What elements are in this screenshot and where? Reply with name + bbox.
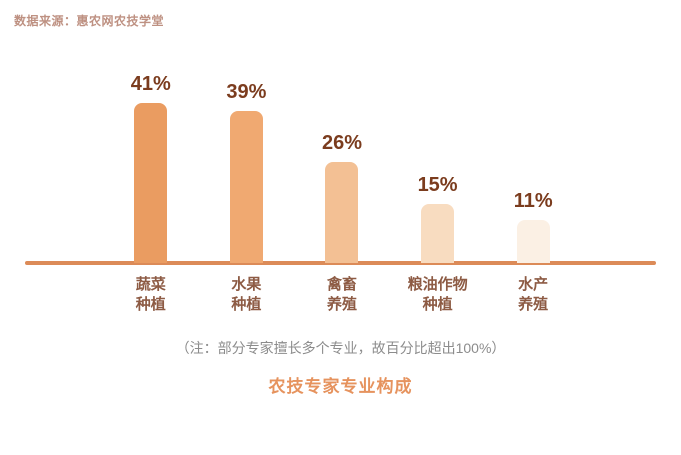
bar-chart: 41% 蔬菜种植 39% 水果种植 26% 禽畜养殖 15% 粮油作物种植 11% 水产养殖 [25, 0, 656, 325]
bar [516, 220, 550, 263]
category-label: 粮油作物 种植 [408, 263, 468, 325]
data-source-label: 数据来源：惠农网农技学堂 [14, 14, 165, 28]
bar [134, 103, 168, 263]
bar-column: 39% 水果种植 [199, 0, 295, 325]
category-label-line: 蔬菜 [135, 276, 166, 293]
category-label-line: 水果 [231, 276, 262, 293]
bar-value-label: 41% [130, 73, 171, 95]
category-label-line: 禽畜 [326, 276, 357, 293]
bar-value-label: 26% [321, 132, 362, 154]
bar-value-label: 11% [513, 190, 553, 212]
bar [325, 162, 359, 263]
bar [229, 111, 263, 263]
category-label-line: 种植 [231, 296, 262, 314]
category-label-line: 粮油作物 [407, 276, 468, 293]
bar-column: 41% 蔬菜种植 [103, 0, 199, 325]
bar-value-label: 15% [417, 174, 458, 196]
axis-baseline [25, 261, 656, 265]
category-label-line: 养殖 [518, 296, 549, 314]
category-label: 水产 养殖 [518, 263, 548, 325]
bar-column: 26% 禽畜养殖 [294, 0, 390, 325]
bar-column: 15% 粮油作物种植 [390, 0, 486, 325]
bar-columns: 41% 蔬菜种植 39% 水果种植 26% 禽畜养殖 15% 粮油作物种植 11% 水产养殖 [103, 0, 581, 325]
chart-note: （注：部分专家擅长多个专业，故百分比超出100%） [175, 340, 506, 356]
bar [421, 204, 455, 263]
category-label-line: 水产 [518, 276, 549, 293]
category-label: 蔬菜 种植 [136, 263, 166, 325]
category-label: 禽畜 养殖 [327, 263, 357, 325]
chart-title: 农技专家专业构成 [268, 377, 413, 396]
bar-value-label: 39% [226, 81, 267, 103]
bar-column: 11% 水产养殖 [485, 0, 581, 325]
category-label-line: 养殖 [326, 296, 357, 314]
category-label: 水果 种植 [231, 263, 261, 325]
category-label-line: 种植 [135, 296, 166, 314]
category-label-line: 种植 [422, 296, 453, 314]
